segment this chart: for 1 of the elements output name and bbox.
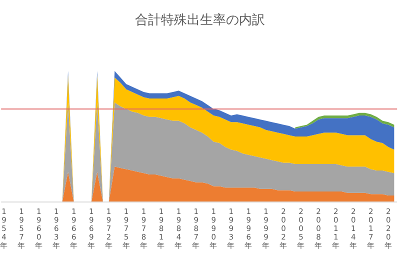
chart-title: 合計特殊出生率の内訳: [135, 12, 265, 28]
